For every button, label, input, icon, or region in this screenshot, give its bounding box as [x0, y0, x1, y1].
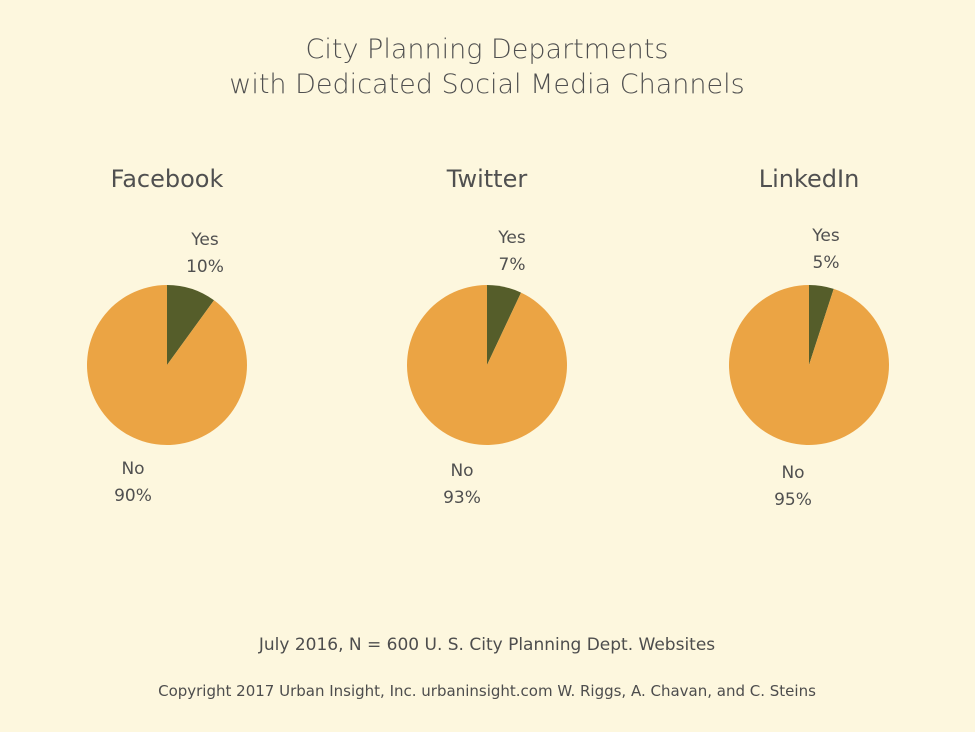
slice-value-linkedin-no: 95% [774, 490, 812, 510]
slice-value-twitter-yes: 7% [499, 255, 526, 275]
pie-slice-twitter-no [406, 285, 567, 446]
slice-label-facebook-yes: Yes [190, 230, 219, 250]
slice-label-linkedin-yes: Yes [811, 226, 840, 246]
slice-value-twitter-no: 93% [443, 488, 481, 508]
pie-title-linkedin: LinkedIn [759, 165, 860, 193]
slice-label-linkedin-no: No [781, 463, 804, 483]
pie-title-facebook: Facebook [111, 165, 224, 193]
slice-label-twitter-yes: Yes [497, 228, 526, 248]
slice-label-facebook-no: No [121, 459, 144, 479]
pie-linkedin: LinkedIn Yes 5% No 95% [729, 165, 889, 510]
pie-slice-facebook-no [87, 285, 248, 445]
pie-title-twitter: Twitter [446, 165, 528, 193]
chart-title-line-2: with Dedicated Social Media Channels [229, 69, 744, 100]
pie-slice-facebook-yes [167, 285, 215, 365]
slice-value-facebook-no: 90% [114, 486, 152, 506]
slice-value-linkedin-yes: 5% [813, 253, 840, 273]
slice-value-facebook-yes: 10% [186, 257, 224, 277]
pie-slice-twitter-yes [487, 285, 522, 365]
chart-title-line-1: City Planning Departments [306, 34, 669, 65]
pie-charts-group: Facebook Yes 10% No 90% Twitter Yes 7% No 93% Link… [87, 165, 889, 510]
pie-twitter: Twitter Yes 7% No 93% [406, 165, 567, 508]
pie-facebook: Facebook Yes 10% No 90% [87, 165, 248, 506]
chart-copyright: Copyright 2017 Urban Insight, Inc. urban… [158, 682, 816, 700]
pie-slice-linkedin-no [729, 285, 889, 445]
chart-footnote: July 2016, N = 600 U. S. City Planning D… [258, 635, 715, 655]
pie-slice-linkedin-yes [809, 285, 834, 365]
slice-label-twitter-no: No [450, 461, 473, 481]
